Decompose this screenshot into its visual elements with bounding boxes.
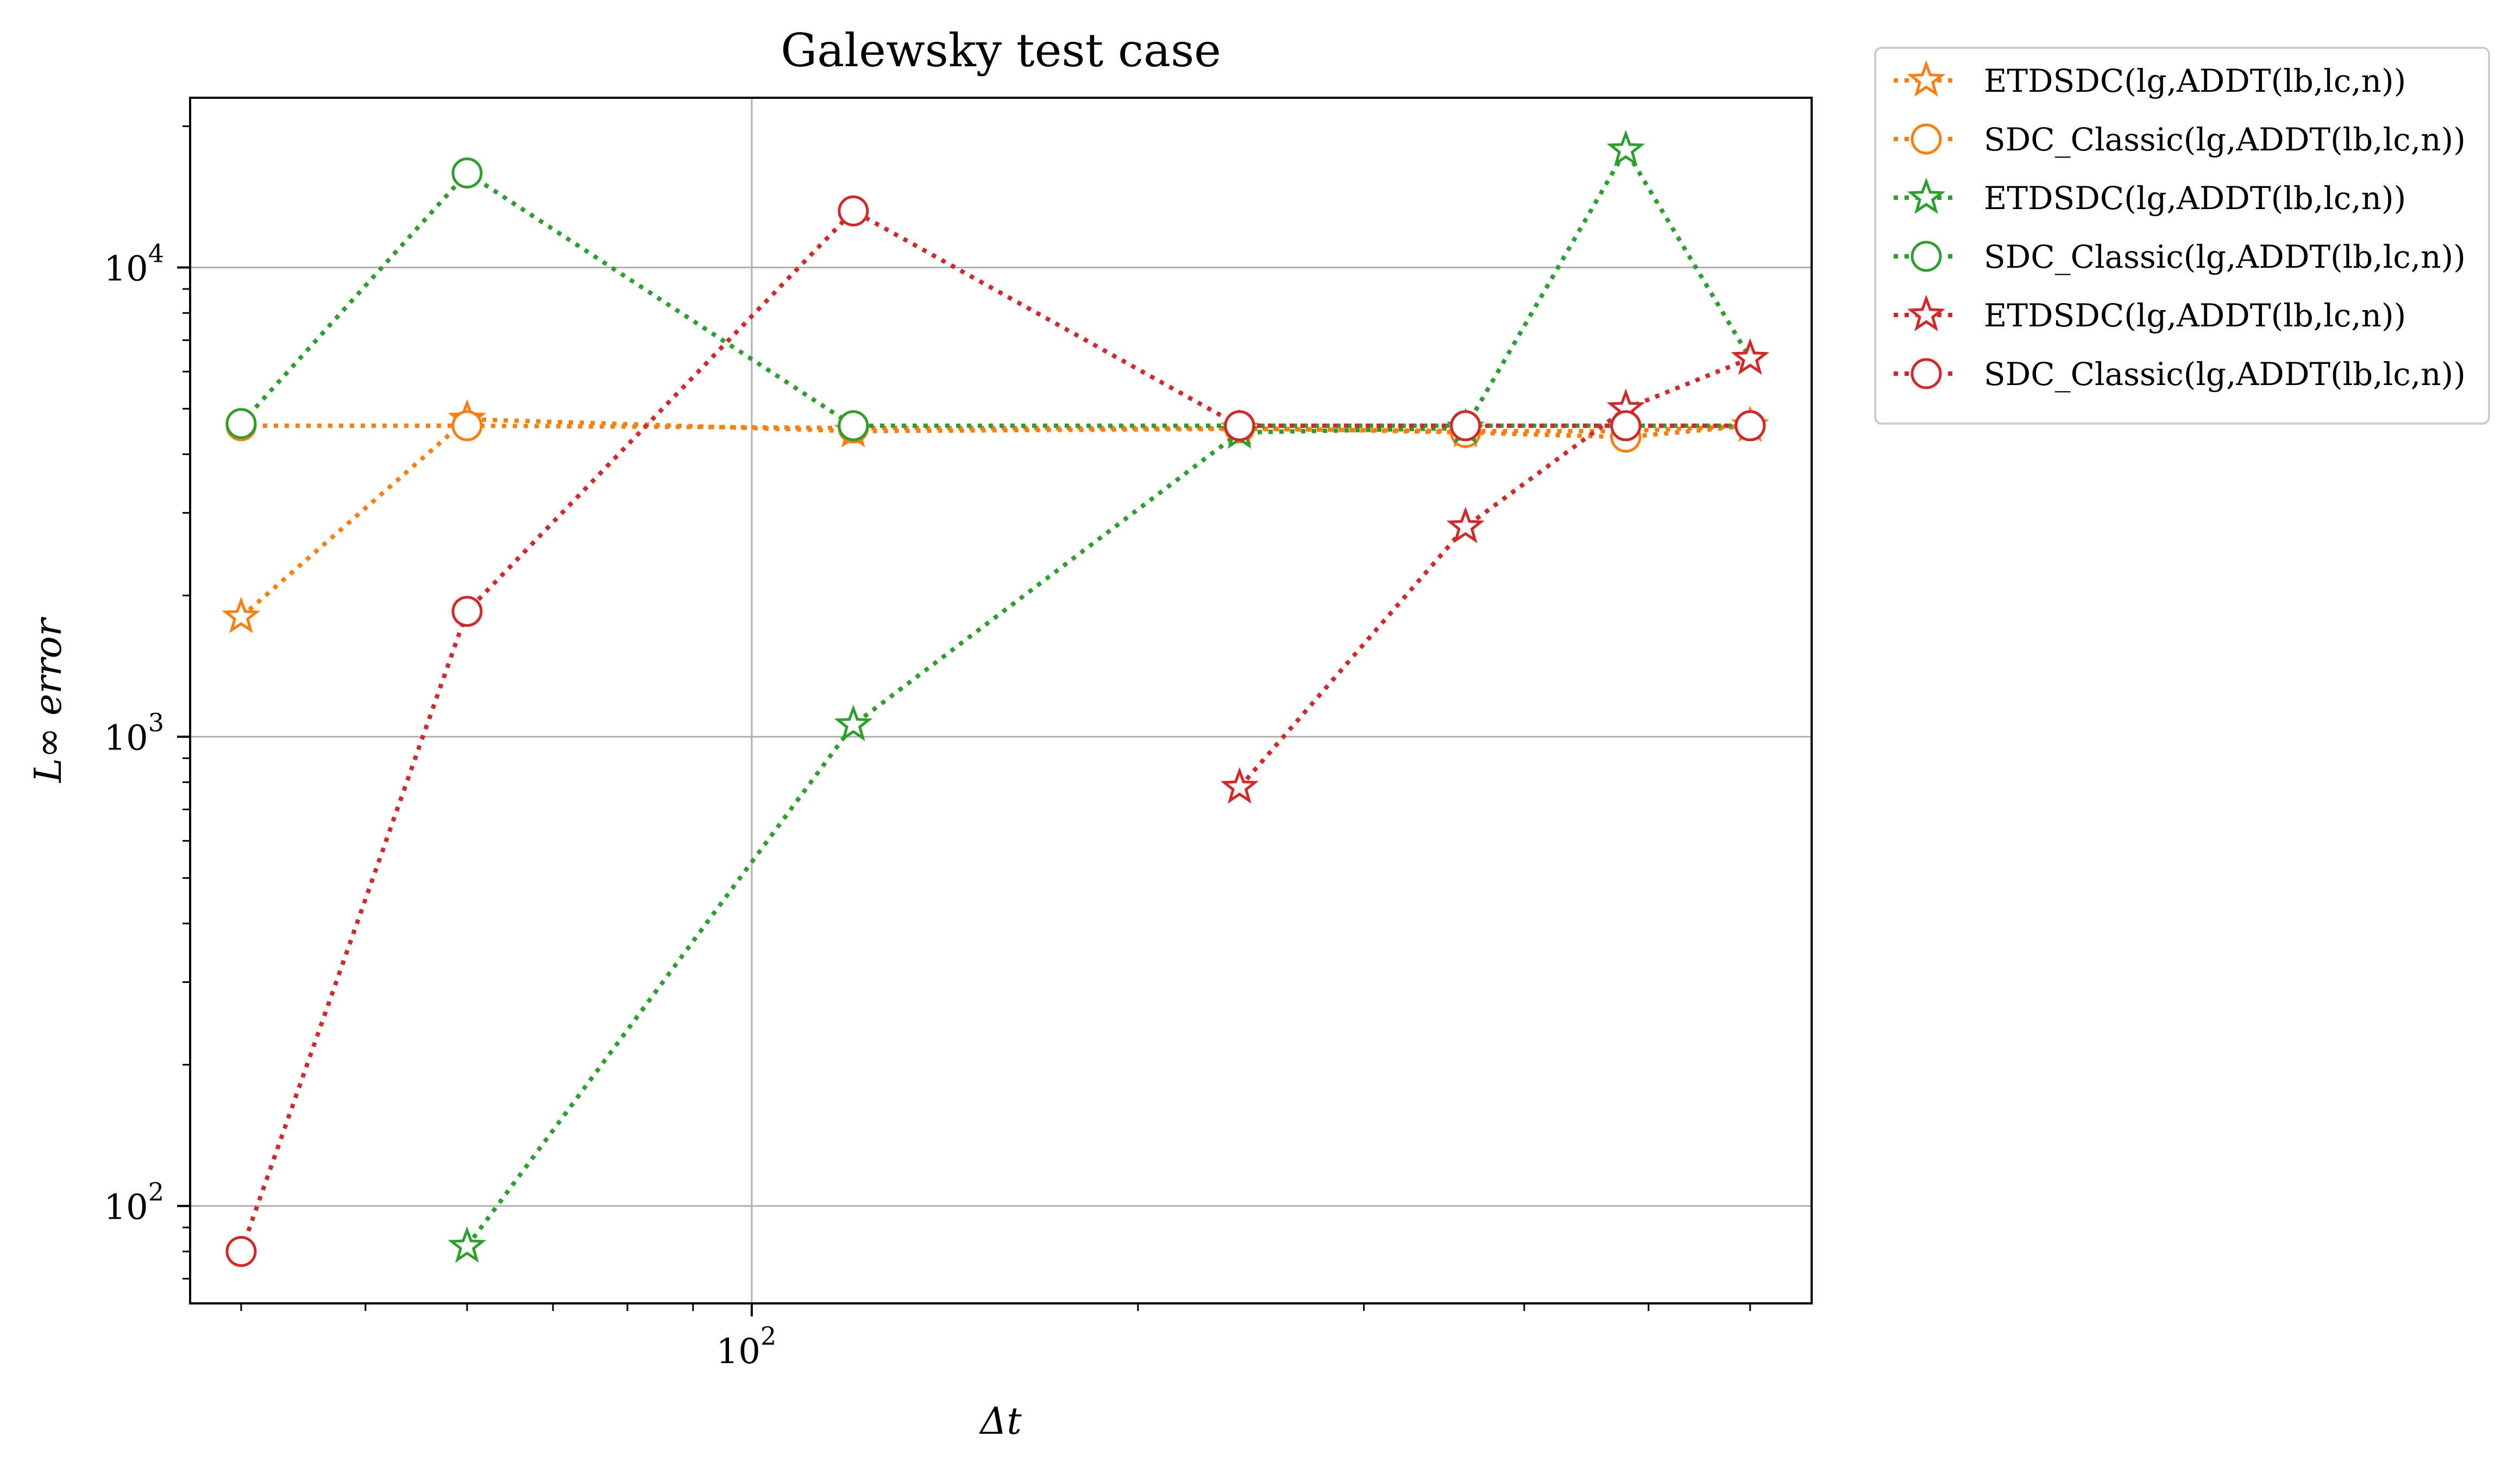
chart-title: Galewsky test case	[781, 24, 1221, 77]
data-point-star	[222, 596, 261, 634]
y-tick-label-base: 10	[104, 1188, 148, 1228]
x-tick-label-exponent: 2	[761, 1321, 776, 1351]
series-6	[225, 195, 1766, 1267]
grid	[190, 98, 1812, 1303]
legend-label: ETDSDC(lg,ADDT(lb,lc,n))	[1984, 180, 2406, 217]
data-point-star	[1606, 130, 1645, 167]
y-tick-label-exponent: 2	[148, 1177, 164, 1207]
series-line	[239, 208, 1750, 1252]
data-point-circle	[225, 408, 257, 439]
plot-area-frame	[189, 97, 1813, 1304]
x-tick-label-base: 10	[716, 1332, 760, 1372]
series-5	[1220, 338, 1770, 804]
y-tick-label: 102	[104, 1177, 164, 1228]
legend-label: SDC_Classic(lg,ADDT(lb,lc,n))	[1984, 238, 2466, 275]
legend-label: SDC_Classic(lg,ADDT(lb,lc,n))	[1984, 121, 2466, 158]
legend-marker-circle	[1911, 358, 1942, 389]
data-point-circle	[451, 410, 483, 442]
legend-item: ETDSDC(lg,ADDT(lb,lc,n))	[1894, 60, 2406, 99]
legend-marker-star	[1907, 177, 1946, 215]
legend-item: ETDSDC(lg,ADDT(lb,lc,n))	[1894, 177, 2406, 217]
legend-label: ETDSDC(lg,ADDT(lb,lc,n))	[1984, 62, 2406, 99]
legend-marker-circle	[1911, 241, 1942, 272]
legend-item: SDC_Classic(lg,ADDT(lb,lc,n))	[1894, 238, 2466, 275]
y-tick-label-base: 10	[104, 249, 148, 289]
data-point-circle	[1224, 410, 1255, 442]
legend-marker-star	[1907, 60, 1946, 97]
series-4	[225, 157, 1766, 442]
x-axis-label: Δt	[978, 1400, 1022, 1443]
data-point-circle	[1450, 410, 1481, 442]
series-line	[239, 170, 1750, 428]
legend-item: SDC_Classic(lg,ADDT(lb,lc,n))	[1894, 121, 2466, 158]
series-layer	[222, 130, 1770, 1267]
legend-label: SDC_Classic(lg,ADDT(lb,lc,n))	[1984, 356, 2466, 393]
y-tick-label: 104	[104, 239, 164, 289]
y-tick-label-base: 10	[104, 718, 148, 759]
series-line	[240, 417, 1750, 619]
data-point-star	[448, 1226, 487, 1263]
data-point-star	[834, 704, 873, 741]
data-point-circle	[451, 157, 483, 189]
y-axis-label: L∞ error	[27, 616, 70, 784]
y-tick-label-exponent: 3	[148, 708, 164, 737]
data-point-circle	[225, 1236, 257, 1267]
legend-item: SDC_Classic(lg,ADDT(lb,lc,n))	[1894, 356, 2466, 393]
data-point-star	[1731, 338, 1770, 375]
legend-marker-circle	[1911, 123, 1942, 155]
data-point-star	[1220, 767, 1259, 804]
legend-box	[1874, 47, 2490, 425]
data-point-circle	[451, 596, 483, 627]
data-point-circle	[838, 195, 869, 226]
legend-marker-star	[1907, 294, 1946, 332]
series-line	[465, 146, 1752, 1248]
legend-item: ETDSDC(lg,ADDT(lb,lc,n))	[1894, 294, 2406, 334]
series-3	[448, 130, 1770, 1263]
data-point-circle	[1610, 410, 1642, 442]
legend-label: ETDSDC(lg,ADDT(lb,lc,n))	[1984, 297, 2406, 334]
y-tick-label: 103	[104, 708, 164, 759]
x-tick-label: 102	[716, 1321, 776, 1372]
series-line	[1237, 356, 1751, 789]
legend: ETDSDC(lg,ADDT(lb,lc,n)) SDC_Classic(lg,A…	[1874, 47, 2490, 425]
y-tick-label-exponent: 4	[148, 239, 164, 268]
data-point-star	[1446, 507, 1485, 544]
data-point-circle	[1735, 410, 1766, 442]
data-point-circle	[838, 410, 869, 442]
